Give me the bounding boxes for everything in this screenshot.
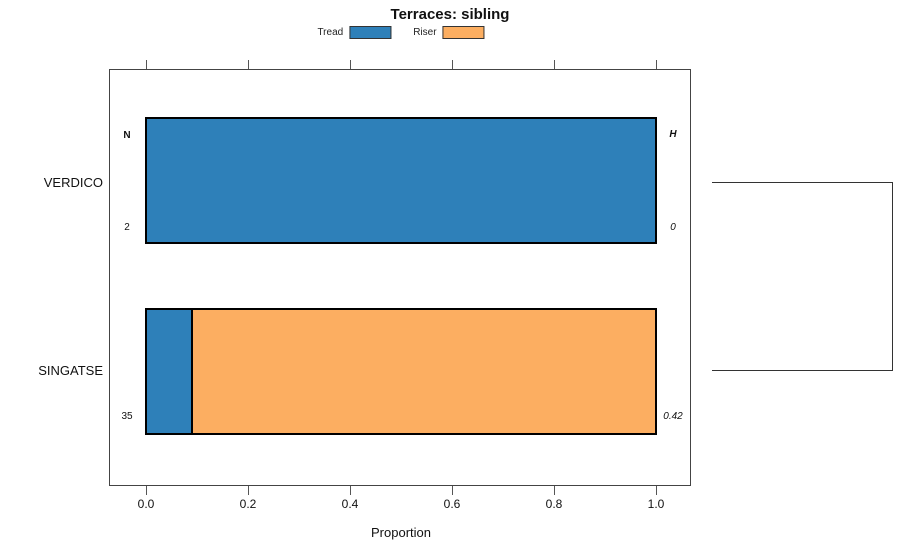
n-value-singatse: 35 (121, 411, 133, 422)
x-tick-label: 0.6 (443, 497, 461, 511)
x-tick-label: 0.0 (137, 497, 155, 511)
bar-segment-riser (190, 310, 655, 433)
x-axis-tick-bottom (452, 486, 453, 495)
x-tick-label: 0.2 (239, 497, 257, 511)
bar-verdico (145, 117, 657, 244)
n-value-verdico: 2 (124, 222, 130, 233)
x-axis-tick-top (146, 60, 147, 69)
legend-item-riser: Riser (413, 26, 485, 39)
x-axis-tick-bottom (248, 486, 249, 495)
x-axis-title: Proportion (371, 525, 431, 540)
tread-swatch-icon (349, 26, 392, 39)
bar-singatse (145, 308, 657, 435)
chart-title: Terraces: sibling (390, 6, 510, 23)
n-column-header: N (123, 130, 131, 141)
legend-label-tread: Tread (317, 27, 344, 38)
h-value-singatse: 0.42 (663, 411, 683, 422)
x-axis-tick-top (350, 60, 351, 69)
x-axis-tick-bottom (146, 486, 147, 495)
legend: Tread Riser (317, 26, 485, 39)
x-axis-tick-bottom (656, 486, 657, 495)
dendrogram-bracket (712, 182, 893, 371)
x-axis-tick-bottom (554, 486, 555, 495)
y-category-label-verdico: VERDICO (43, 175, 103, 190)
legend-label-riser: Riser (413, 27, 437, 38)
riser-swatch-icon (442, 26, 485, 39)
x-axis-tick-bottom (350, 486, 351, 495)
bar-segment-tread (147, 119, 655, 242)
x-tick-label: 0.8 (545, 497, 563, 511)
x-axis-tick-top (248, 60, 249, 69)
x-tick-label: 0.4 (341, 497, 359, 511)
legend-item-tread: Tread (317, 26, 392, 39)
h-column-header: H (669, 129, 677, 140)
h-value-verdico: 0 (670, 222, 676, 233)
x-axis-tick-top (554, 60, 555, 69)
bar-segment-tread (147, 310, 191, 433)
x-axis-tick-top (452, 60, 453, 69)
x-tick-label: 1.0 (647, 497, 665, 511)
y-category-label-singatse: SINGATSE (38, 363, 103, 378)
x-axis-tick-top (656, 60, 657, 69)
